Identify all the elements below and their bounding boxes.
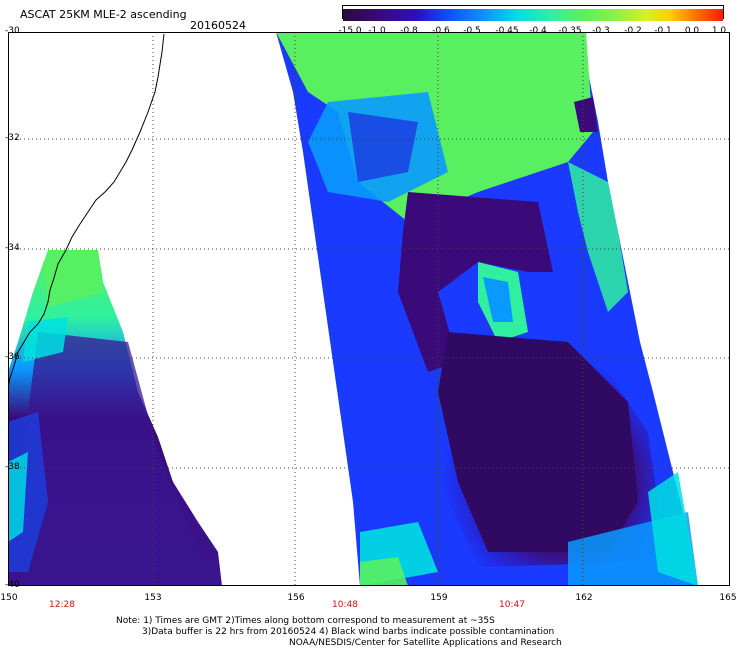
- map-date: 20160524: [190, 19, 246, 32]
- map-frame: [8, 32, 730, 586]
- colorbar-label: 1.0: [711, 26, 727, 36]
- colorbar-label: -15.0: [338, 26, 362, 36]
- lat-label: -30: [5, 26, 20, 36]
- footnotes: Note: 1) Times are GMT 2)Times along bot…: [116, 616, 562, 649]
- colorbar-labels: -15.0 -1.0 -0.8 -0.6 -0.5 -0.45 -0.4 -0.…: [330, 26, 730, 38]
- colorbar-label: -0.5: [463, 26, 481, 36]
- lon-label: 159: [430, 593, 448, 603]
- colorbar-label: -0.6: [432, 26, 450, 36]
- lat-label: -38: [5, 462, 20, 472]
- colorbar-label: 0.0: [684, 26, 700, 36]
- colorbar-label: -0.3: [592, 26, 610, 36]
- colorbar-label: -1.0: [368, 26, 386, 36]
- lon-label: 165: [719, 593, 737, 603]
- lon-label: 162: [575, 593, 593, 603]
- note-line: 3)Data buffer is 22 hrs from 20160524 4)…: [142, 627, 555, 637]
- colorbar-label: -0.35: [558, 26, 582, 36]
- lat-label: -32: [5, 133, 20, 143]
- colorbar-label: -0.45: [495, 26, 519, 36]
- lon-label: 156: [287, 593, 305, 603]
- swath-time-label: 10:48: [332, 600, 358, 610]
- coastline: [8, 33, 165, 389]
- lat-label: -34: [5, 243, 20, 253]
- colorbar-label: -0.2: [624, 26, 642, 36]
- lon-label: 153: [144, 593, 162, 603]
- lat-label: -40: [5, 580, 20, 590]
- lon-label: 150: [0, 593, 18, 603]
- swath-time-label: 12:28: [49, 600, 75, 610]
- map-plot: [8, 32, 730, 586]
- map-title: ASCAT 25KM MLE-2 ascending: [20, 8, 187, 21]
- lat-label: -36: [5, 352, 20, 362]
- colorbar-label: -0.8: [400, 26, 418, 36]
- colorbar-label: -0.4: [529, 26, 547, 36]
- colorbar: [342, 5, 724, 21]
- colorbar-label: -0.1: [654, 26, 672, 36]
- note-line: NOAA/NESDIS/Center for Satellite Applica…: [289, 638, 562, 648]
- graticule: [8, 32, 730, 586]
- swath-time-label: 10:47: [499, 600, 525, 610]
- west-swath: [8, 250, 222, 586]
- colorbar-gradient: [343, 9, 723, 21]
- center-swath: [276, 32, 698, 586]
- note-line: Note: 1) Times are GMT 2)Times along bot…: [116, 616, 495, 626]
